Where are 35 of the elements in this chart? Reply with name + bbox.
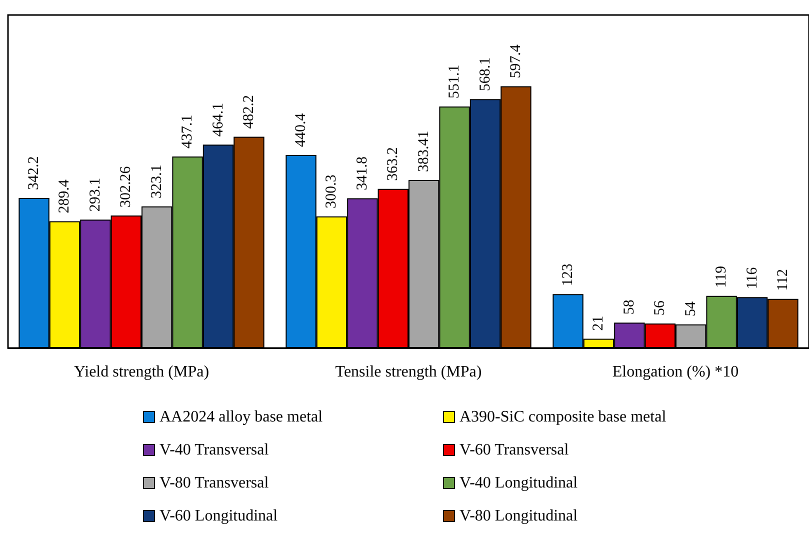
data-label: 119 <box>714 266 730 288</box>
data-label: 123 <box>560 264 576 286</box>
data-label: 293.1 <box>87 178 104 212</box>
data-label: 54 <box>682 300 699 316</box>
data-label: 464.1 <box>210 102 226 137</box>
legend-label: V-80 Longitudinal <box>460 508 578 524</box>
data-label: 342.2 <box>26 156 42 190</box>
x-tick-label: Elongation (%) *10 <box>612 364 739 380</box>
data-label: 300.3 <box>324 174 340 208</box>
data-label: 568.1 <box>477 57 494 92</box>
legend-label: V-40 Longitudinal <box>460 474 578 492</box>
data-label: 383.41 <box>416 130 432 172</box>
data-label: 482.2 <box>240 94 257 129</box>
legend-label: AA2024 alloy base metal <box>160 408 324 426</box>
data-label: 440.4 <box>293 112 310 148</box>
data-label: 116 <box>744 266 760 290</box>
data-label: 597.4 <box>508 44 524 78</box>
legend-label: V-40 Transversal <box>160 442 270 458</box>
data-label: 302.26 <box>118 166 134 208</box>
data-label: 289.4 <box>56 178 73 214</box>
legend-label: V-60 Transversal <box>460 442 570 458</box>
x-tick-label: Tensile strength (MPa) <box>335 364 482 380</box>
x-tick-label: Yield strength (MPa) <box>74 364 210 380</box>
legend-label: V-60 Longitudinal <box>160 508 278 524</box>
data-label: 437.1 <box>180 114 196 148</box>
data-label: 112 <box>774 268 791 291</box>
data-label: 58 <box>621 300 638 315</box>
data-label: 551.1 <box>446 64 463 99</box>
data-label: 323.1 <box>148 164 165 198</box>
data-label: 56 <box>652 300 668 316</box>
data-label: 363.2 <box>385 147 402 181</box>
data-label: 341.8 <box>354 156 370 190</box>
legend-label: V-80 Transversal <box>160 474 270 492</box>
legend-label: A390-SiC composite base metal <box>460 408 667 426</box>
data-label: 21 <box>590 316 607 331</box>
